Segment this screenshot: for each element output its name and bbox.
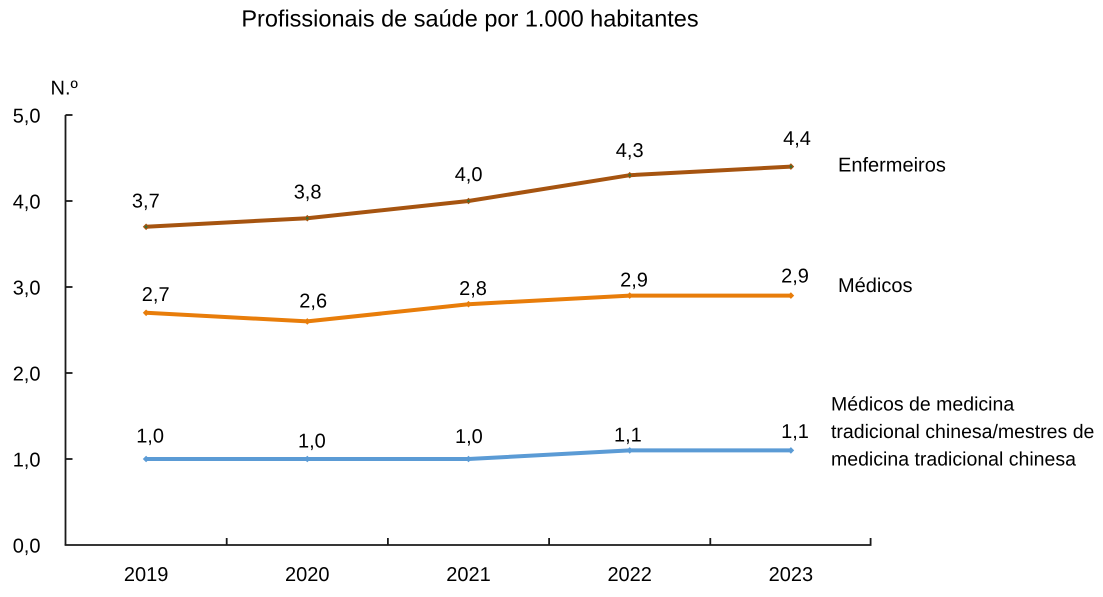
- svg-text:2022: 2022: [607, 564, 652, 586]
- svg-text:3,7: 3,7: [132, 190, 160, 212]
- svg-text:2,6: 2,6: [299, 290, 327, 312]
- svg-text:1,1: 1,1: [781, 421, 809, 443]
- svg-text:1,0: 1,0: [13, 450, 41, 472]
- svg-text:1,1: 1,1: [614, 425, 642, 447]
- svg-text:3,8: 3,8: [294, 181, 322, 203]
- svg-text:1,0: 1,0: [136, 425, 164, 447]
- svg-text:4,3: 4,3: [616, 140, 644, 162]
- svg-text:medicina tradicional chinesa: medicina tradicional chinesa: [831, 449, 1076, 471]
- svg-text:3,0: 3,0: [13, 278, 41, 300]
- svg-text:2,9: 2,9: [620, 270, 648, 292]
- svg-text:tradicional chinesa/mestres de: tradicional chinesa/mestres de: [831, 421, 1094, 443]
- svg-text:0,0: 0,0: [13, 536, 41, 558]
- svg-text:Enfermeiros: Enfermeiros: [838, 154, 946, 176]
- svg-text:Médicos: Médicos: [838, 275, 912, 297]
- svg-text:2,8: 2,8: [459, 278, 487, 300]
- svg-text:1,0: 1,0: [455, 426, 483, 448]
- svg-text:N.º: N.º: [51, 78, 79, 100]
- svg-text:Profissionais de saúde por 1.0: Profissionais de saúde por 1.000 habitan…: [241, 6, 698, 32]
- svg-text:2023: 2023: [769, 564, 814, 586]
- svg-text:2019: 2019: [124, 564, 169, 586]
- svg-text:2,7: 2,7: [142, 284, 170, 306]
- svg-text:4,0: 4,0: [13, 192, 41, 214]
- svg-text:2020: 2020: [285, 564, 330, 586]
- svg-text:2021: 2021: [446, 564, 491, 586]
- svg-text:Médicos de medicina: Médicos de medicina: [831, 394, 1014, 416]
- svg-text:2,0: 2,0: [13, 364, 41, 386]
- svg-text:5,0: 5,0: [13, 106, 41, 128]
- svg-text:1,0: 1,0: [298, 430, 326, 452]
- svg-text:4,4: 4,4: [783, 128, 811, 150]
- svg-text:4,0: 4,0: [455, 164, 483, 186]
- svg-text:2,9: 2,9: [781, 265, 809, 287]
